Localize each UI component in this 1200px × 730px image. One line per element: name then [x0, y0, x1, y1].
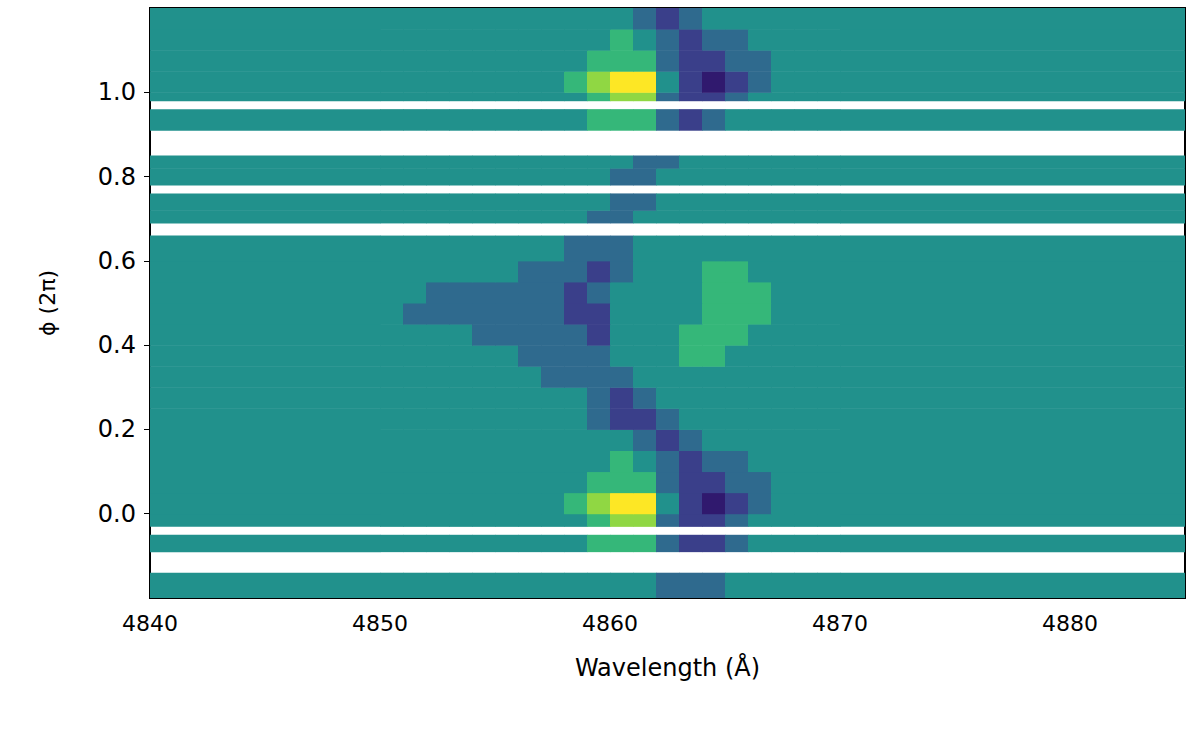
svg-text:Wavelength (Å): Wavelength (Å): [575, 653, 760, 682]
svg-text:0.2: 0.2: [98, 415, 136, 443]
svg-text:4850: 4850: [352, 611, 408, 636]
svg-text:4840: 4840: [122, 611, 178, 636]
svg-text:4880: 4880: [1042, 611, 1098, 636]
svg-text:0.6: 0.6: [98, 247, 136, 275]
svg-text:1.0: 1.0: [98, 78, 136, 106]
svg-text:ϕ (2π): ϕ (2π): [35, 270, 60, 336]
svg-text:4870: 4870: [812, 611, 868, 636]
svg-text:0.0: 0.0: [98, 500, 136, 528]
svg-text:0.4: 0.4: [98, 331, 136, 359]
svg-text:0.8: 0.8: [98, 163, 136, 191]
svg-text:4860: 4860: [582, 611, 638, 636]
